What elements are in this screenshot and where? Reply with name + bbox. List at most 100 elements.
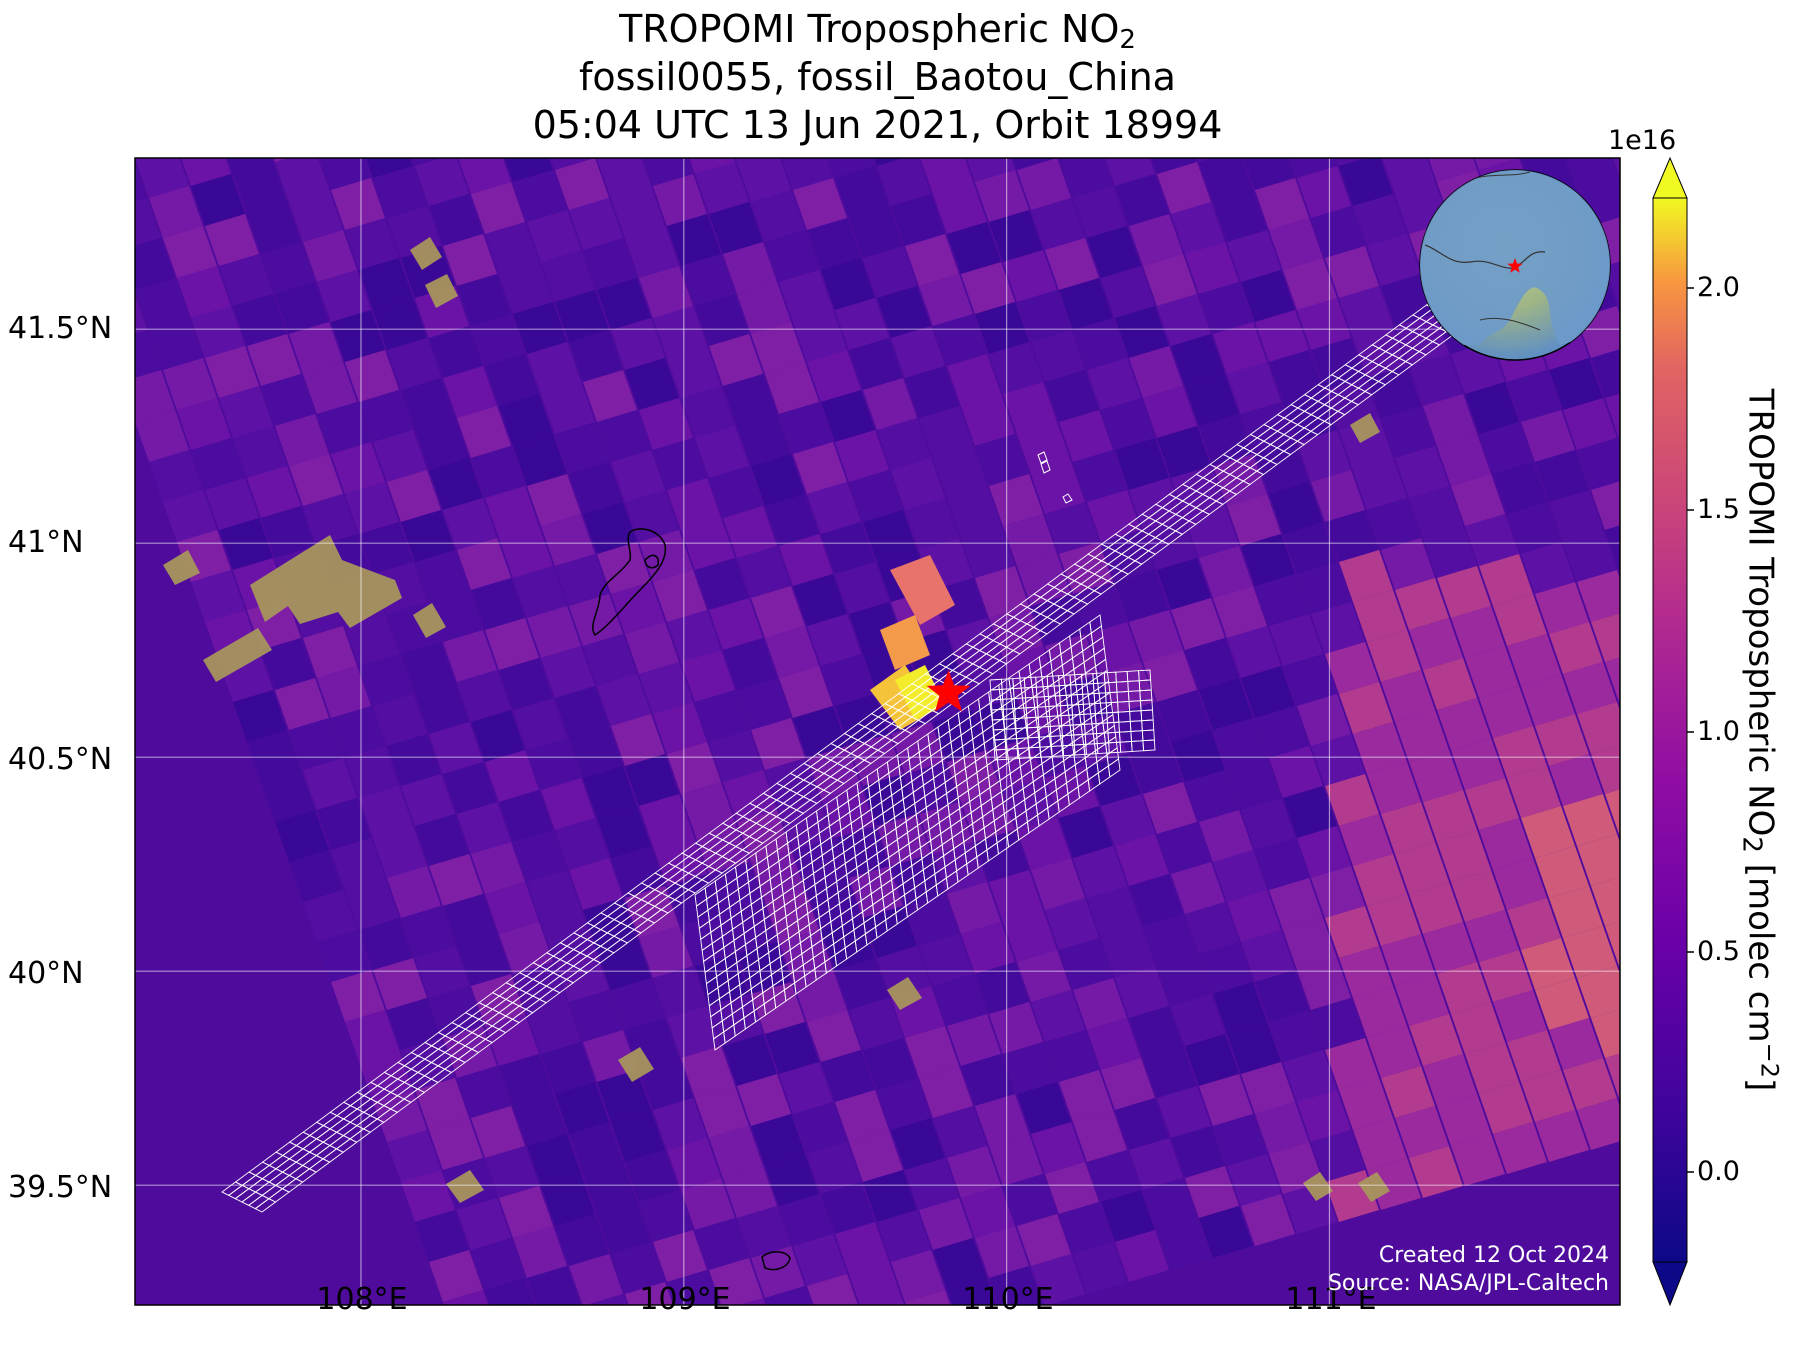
no2-pixel: [625, 1150, 679, 1202]
no2-pixel: [1535, 978, 1589, 1030]
no2-pixel: [1311, 866, 1365, 918]
no2-pixel: [1269, 1010, 1323, 1062]
no2-pixel: [1451, 1002, 1505, 1054]
no2-pixel: [1563, 926, 1617, 978]
no2-pixel: [1535, 582, 1589, 634]
no2-pixel: [905, 234, 959, 286]
no2-pixel: [1199, 942, 1253, 994]
no2-pixel: [569, 1254, 623, 1305]
no2-pixel: [1521, 410, 1575, 462]
no2-pixel: [933, 182, 987, 234]
no2-pixel: [1591, 1009, 1620, 1058]
map-frame: [134, 157, 1621, 1306]
no2-pixel: [597, 1070, 651, 1122]
no2-pixel: [611, 846, 665, 898]
no2-pixel: [1325, 1038, 1379, 1090]
no2-pixel: [555, 554, 609, 606]
no2-pixel: [1031, 990, 1085, 1042]
no2-pixel: [485, 882, 539, 934]
no2-pixel: [1409, 354, 1463, 406]
no2-pixel: [933, 446, 987, 498]
no2-pixel: [1115, 834, 1169, 886]
no2-pixel: [989, 870, 1043, 922]
no2-pixel: [681, 1178, 735, 1230]
no2-pixel: [1255, 838, 1309, 890]
no2-pixel: [319, 158, 371, 190]
no2-pixel: [513, 1094, 567, 1146]
no2-pixel: [1451, 738, 1505, 790]
no2-pixel: [135, 238, 175, 290]
no2-pixel: [737, 414, 791, 466]
no2-pixel: [933, 974, 987, 1026]
no2-pixel: [443, 498, 497, 550]
no2-pixel: [79, 250, 133, 302]
no2-pixel: [891, 458, 945, 510]
no2-pixel: [1577, 1098, 1620, 1150]
no2-pixel: [289, 850, 343, 902]
no2-pixel: [1409, 1014, 1463, 1066]
no2-pixel: [1157, 294, 1211, 346]
no2-pixel: [233, 162, 287, 214]
no2-pixel: [219, 254, 273, 306]
no2-pixel: [1577, 834, 1620, 886]
no2-pixel: [1213, 322, 1267, 374]
no2-pixel: [555, 818, 609, 870]
no2-pixel: [513, 170, 567, 222]
no2-pixel: [303, 758, 357, 810]
no2-pixel: [639, 662, 693, 714]
no2-pixel: [1311, 1130, 1365, 1182]
no2-pixel: [1423, 658, 1477, 710]
no2-pixel: [1395, 842, 1449, 894]
no2-pixel: [905, 498, 959, 550]
no2-pixel: [1451, 474, 1505, 526]
source-credit-text: Source: NASA/JPL-Caltech: [1327, 1271, 1609, 1296]
no2-pixel: [1297, 694, 1351, 746]
no2-pixel: [1199, 1206, 1253, 1258]
no2-pixel: [1129, 874, 1183, 926]
no2-pixel: [1339, 550, 1393, 602]
no2-pixel: [504, 158, 553, 182]
no2-pixel: [793, 1102, 847, 1154]
no2-pixel: [1101, 794, 1155, 846]
no2-pixel: [177, 398, 231, 450]
no2-pixel: [1563, 662, 1617, 714]
no2-pixel: [739, 1298, 766, 1305]
no2-pixel: [527, 870, 581, 922]
no2-pixel: [695, 1218, 749, 1270]
no2-pixel: [1185, 1166, 1239, 1218]
no2-pixel: [737, 546, 791, 598]
no2-pixel: [1003, 1042, 1057, 1094]
no2-pixel: [1241, 270, 1295, 322]
no2-pixel: [793, 574, 847, 626]
lat-tick-label: 41°N: [8, 525, 84, 560]
no2-pixel: [1213, 850, 1267, 902]
no2-pixel: [303, 626, 357, 678]
no2-pixel: [541, 1306, 595, 1355]
no2-pixel: [765, 1022, 819, 1074]
no2-pixel: [1381, 934, 1435, 986]
no2-pixel: [793, 1234, 847, 1286]
no2-pixel: [583, 1162, 637, 1214]
no2-pixel: [1185, 242, 1239, 294]
no2-pixel: [181, 158, 231, 186]
no2-pixel: [457, 1330, 511, 1355]
no2-pixel: [1199, 282, 1253, 334]
no2-pixel: [1395, 578, 1449, 630]
no2-pixel: [555, 158, 609, 210]
no2-pixel: [149, 450, 203, 502]
no2-pixel: [345, 746, 399, 798]
no2-pixel: [555, 686, 609, 738]
no2-pixel: [1367, 498, 1421, 550]
no2-pixel: [499, 790, 553, 842]
no2-pixel: [1479, 1082, 1533, 1134]
no2-pixel: [891, 1250, 945, 1302]
no2-pixel: [611, 1110, 665, 1162]
no2-pixel: [1087, 226, 1141, 278]
no2-pixel: [821, 390, 875, 442]
no2-pixel: [723, 1166, 777, 1218]
no2-pixel: [135, 295, 147, 334]
no2-pixel: [1269, 482, 1323, 534]
no2-pixel: [653, 966, 707, 1018]
no2-pixel: [835, 562, 889, 614]
